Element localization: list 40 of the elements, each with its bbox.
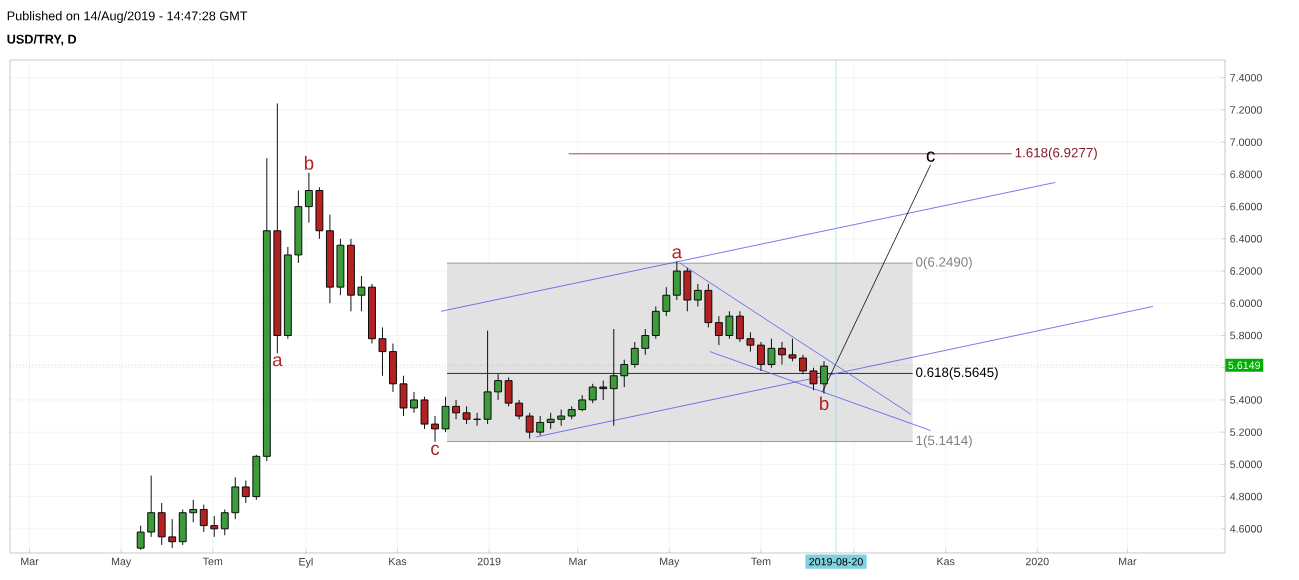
x-tick-label: Eyl	[299, 557, 313, 568]
y-tick-label: 6.4000	[1230, 235, 1262, 243]
annotation: b	[304, 156, 314, 170]
y-tick-label: 4.8000	[1229, 492, 1262, 501]
ref-line-label: 2019-08-20	[809, 557, 863, 566]
annotation: 0(6.2490)	[916, 256, 972, 270]
y-tick-label: 5.0000	[1230, 460, 1262, 469]
ref-line-label: 5.6149	[1228, 361, 1261, 370]
y-tick-label: 5.8000	[1230, 331, 1262, 340]
y-tick-label: 6.8000	[1230, 170, 1262, 179]
y-tick-label: 7.4000	[1230, 73, 1262, 82]
x-tick-label: Tem	[751, 557, 771, 566]
x-tick-label: Mar	[569, 557, 587, 566]
y-tick-label: 5.4000	[1230, 396, 1262, 404]
x-tick-label: May	[660, 557, 680, 568]
annotation: c	[431, 444, 440, 455]
annotation: c	[926, 151, 935, 162]
annotation: 0.618(5.5645)	[916, 367, 998, 380]
y-tick-label: 6.6000	[1230, 202, 1262, 211]
y-tick-label: 5.2000	[1230, 428, 1262, 436]
y-tick-label: 6.2000	[1230, 267, 1262, 275]
x-tick-label: Tem	[202, 557, 223, 566]
y-tick-label: 4.6000	[1229, 525, 1262, 533]
x-tick-label: Kas	[389, 557, 407, 566]
y-tick-label: 6.0000	[1230, 299, 1262, 308]
x-tick-label: Mar	[1119, 557, 1137, 566]
x-tick-label: May	[111, 557, 132, 568]
x-tick-label: 2020	[1025, 557, 1049, 566]
x-tick-label: 2019	[477, 557, 501, 566]
annotation: a	[272, 356, 283, 367]
x-tick-label: Mar	[21, 557, 39, 566]
text: Published on 14/Aug/2019 - 14:47:28 GMT	[7, 11, 248, 23]
annotation: b	[820, 396, 829, 411]
chart-title: USD/TRY, D	[7, 34, 77, 46]
annotation: 1.618(6.9277)	[1015, 147, 1097, 161]
y-tick-label: 7.0000	[1230, 138, 1262, 146]
x-tick-label: Kas	[937, 557, 955, 566]
annotation: 1(5.1414)	[916, 435, 972, 448]
annotation: a	[672, 248, 683, 259]
y-tick-label: 7.2000	[1230, 106, 1262, 114]
